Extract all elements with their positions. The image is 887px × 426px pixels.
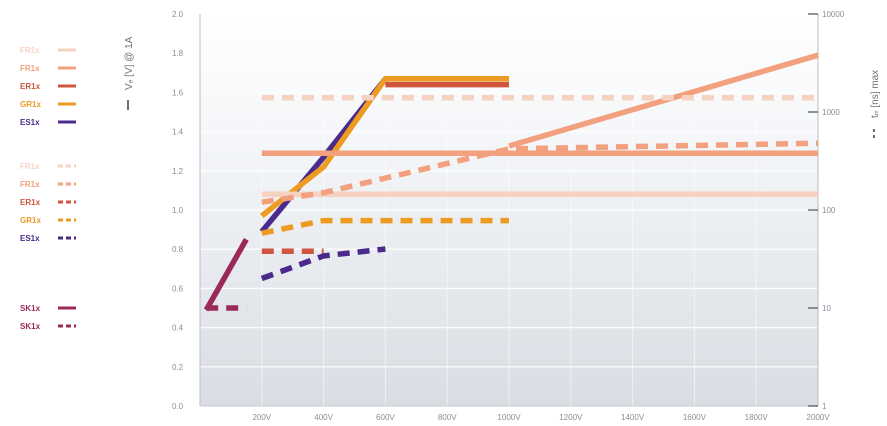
series-line-11 [260, 246, 386, 282]
legend-label: FR1x [20, 162, 40, 171]
y-left-tick-label: 1.6 [172, 88, 184, 97]
legend-label: SK1x [20, 322, 41, 331]
y-right-tick-label: 10 [822, 304, 831, 313]
x-tick-label: 1600V [683, 413, 707, 422]
y-left-title-text: Vₑ [V] @ 1A [124, 36, 135, 90]
legend-label: FR1x [20, 46, 40, 55]
x-tick-label: 1000V [497, 413, 521, 422]
legend-label: ES1x [20, 234, 40, 243]
y-left-tick-label: 1.2 [172, 167, 184, 176]
series-line-6 [261, 140, 819, 205]
y-left-tick-label: 1.4 [172, 128, 184, 137]
y-left-tick-label: 1.8 [172, 49, 184, 58]
x-tick-label: 1200V [559, 413, 583, 422]
x-tick-label: 200V [252, 413, 271, 422]
legend-label: ES1x [20, 118, 40, 127]
series-line-9 [261, 217, 509, 236]
x-tick-label: 800V [438, 413, 457, 422]
legend-label: GR1x [20, 216, 41, 225]
y-right-tick-label: 1000 [822, 108, 840, 117]
y-left-tick-label: 0.6 [172, 284, 184, 293]
x-tick-label: 2000V [806, 413, 830, 422]
ticks: 0.0 0.2 0.4 0.6 0.8 1.0 1.2 1.4 1.6 1.8 2.0 200V 400… [172, 10, 845, 422]
legend-label: SK1x [20, 304, 41, 313]
x-tick-label: 400V [314, 413, 333, 422]
legend-label: FR1x [20, 64, 40, 73]
y-left-tick-label: 0.4 [172, 324, 184, 333]
x-tick-label: 1800V [745, 413, 769, 422]
y-right-tick-label: 1 [822, 402, 827, 411]
series-line-7 [508, 52, 819, 149]
y-left-tick-label: 1.0 [172, 206, 184, 215]
y-left-tick-label: 0.8 [172, 245, 184, 254]
legend-label: GR1x [20, 100, 41, 109]
y-left-title: Vₑ [V] @ 1A [124, 36, 135, 110]
series-line-1 [260, 75, 509, 219]
legend: FR1x FR1x ER1x GR1x ES1x FR1x FR1x ER1x GR1x ES1x… [20, 46, 76, 331]
y-left-tick-label: 0.0 [172, 402, 184, 411]
y-left-tick-label: 0.2 [172, 363, 184, 372]
y-right-title-text: tᵣᵣ [ns] max [870, 70, 881, 118]
x-tick-label: 1400V [621, 413, 645, 422]
y-right-title: tᵣᵣ [ns] max [870, 70, 881, 138]
legend-label: ER1x [20, 198, 41, 207]
y-left-tick-label: 2.0 [172, 10, 184, 19]
legend-label: ER1x [20, 82, 41, 91]
legend-label: FR1x [20, 180, 40, 189]
series [203, 52, 819, 312]
y-right-tick-label: 100 [822, 206, 836, 215]
series-line-5 [203, 238, 249, 312]
y-right-tick-label: 10000 [822, 10, 845, 19]
x-tick-label: 600V [376, 413, 395, 422]
